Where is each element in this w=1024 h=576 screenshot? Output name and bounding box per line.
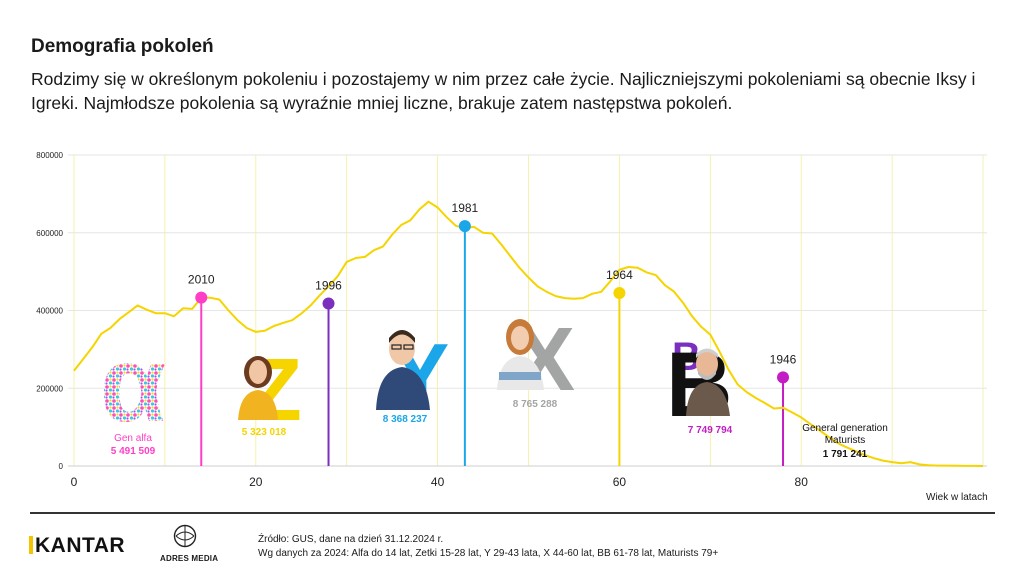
kantar-logo-text: KANTAR <box>35 534 126 557</box>
x-axis: 0 20 40 60 80 <box>71 475 809 489</box>
year-label-maturists: 1946 <box>770 352 797 366</box>
x-tick-label-2: 40 <box>431 475 445 489</box>
generation-stems <box>200 226 785 466</box>
y-letter-graphic: Y <box>376 325 449 424</box>
z-letter: Z <box>248 340 302 439</box>
gen-x-person-illustration <box>497 319 544 390</box>
gen-bb-person-illustration <box>686 348 730 416</box>
marker-x[interactable] <box>613 287 626 300</box>
x-tick-label-0: 0 <box>71 475 78 489</box>
marker-alfa[interactable] <box>195 291 208 304</box>
x-tick-label-1: 20 <box>249 475 263 489</box>
x-axis-label: Wiek w latach <box>926 492 988 503</box>
bb-letter-graphic: B B <box>666 334 732 436</box>
alfa-count: 5 491 509 <box>110 446 156 457</box>
x-tick-label-4: 80 <box>795 475 809 489</box>
y-tick-label-1: 200000 <box>36 384 63 393</box>
kantar-bar-icon <box>29 536 33 554</box>
marker-z[interactable] <box>322 297 335 310</box>
y-tick-label-2: 400000 <box>36 307 63 316</box>
marker-y[interactable] <box>458 220 471 233</box>
y-tick-label-3: 600000 <box>36 229 63 238</box>
maturists-name: General generation Maturists <box>802 423 888 446</box>
adres-media-emblem-icon <box>173 524 197 548</box>
alfa-letter: α <box>100 323 166 444</box>
gen-z-person-illustration <box>238 356 278 420</box>
population-line <box>73 200 984 467</box>
adres-media-logo: ADRES MEDIA <box>160 524 219 563</box>
page-subtitle: Rodzimy się w określonym pokoleniu i poz… <box>31 69 976 113</box>
year-label-z: 1996 <box>315 279 342 293</box>
year-label-alfa: 2010 <box>188 273 215 287</box>
year-label-y: 1981 <box>452 201 479 215</box>
z-count: 5 323 018 <box>241 427 287 438</box>
footer-divider <box>30 512 995 514</box>
adres-media-logo-text: ADRES MEDIA <box>160 554 219 563</box>
alfa-letter-graphic: α <box>100 323 166 444</box>
x-tick-label-3: 60 <box>613 475 627 489</box>
y-tick-label-0: 0 <box>59 462 64 471</box>
source-line-1: Źródło: GUS, dane na dzień 31.12.2024 r. <box>258 534 444 545</box>
source-line-2: Wg danych za 2024: Alfa do 14 lat, Zetki… <box>258 548 719 559</box>
alfa-name: Gen alfa <box>114 433 152 444</box>
x-letter-graphic: X <box>497 310 575 410</box>
y-tick-label-4: 800000 <box>36 151 63 160</box>
generation-markers: 2010 1996 1981 1964 1946 <box>188 201 797 384</box>
y-count: 8 368 237 <box>382 414 428 425</box>
gen-y-person-illustration <box>376 330 430 410</box>
year-label-x: 1964 <box>606 268 633 282</box>
kantar-logo: KANTAR <box>29 534 125 558</box>
x-count: 8 765 288 <box>512 399 558 410</box>
maturists-count: 1 791 241 <box>822 449 868 460</box>
marker-maturists[interactable] <box>777 371 790 384</box>
bb-count: 7 749 794 <box>687 425 733 436</box>
page-title: Demografia pokoleń <box>31 36 214 57</box>
z-letter-graphic: Z <box>238 340 302 439</box>
y-axis: 0 200000 400000 600000 800000 <box>36 151 63 471</box>
